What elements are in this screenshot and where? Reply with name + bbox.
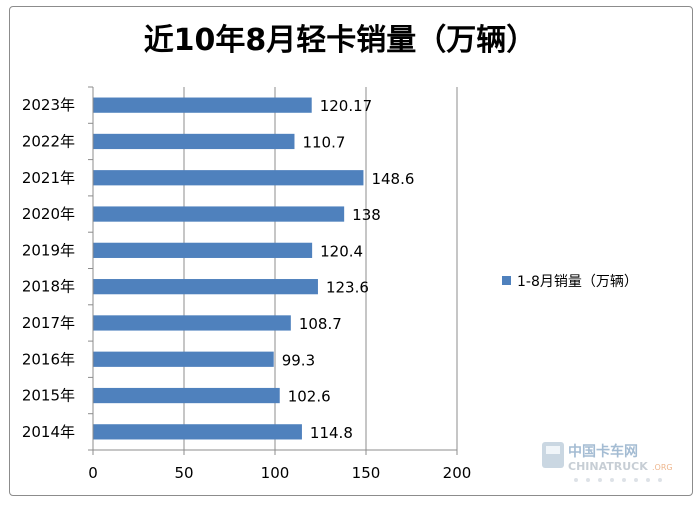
truck-icon [542,442,564,468]
x-tick-label: 50 [174,464,193,482]
data-label: 120.17 [320,97,373,115]
bar [93,206,345,222]
data-label: 99.3 [282,351,315,369]
bar [93,351,274,367]
y-tick-label: 2015年 [22,387,75,405]
data-label: 110.7 [302,133,345,151]
chart-title: 近10年8月轻卡销量（万辆） [144,23,537,58]
bar [93,315,291,331]
y-tick-label: 2020年 [22,205,75,223]
y-tick-label: 2021年 [22,169,75,187]
legend: 1-8月销量（万辆） [502,274,638,290]
data-label: 138 [352,206,381,224]
data-label: 123.6 [326,279,369,297]
x-tick-label: 0 [88,464,98,482]
data-label: 148.6 [371,170,414,188]
y-tick-label: 2019年 [22,241,75,259]
data-label: 114.8 [310,424,353,442]
x-tick-label: 150 [352,464,381,482]
bar [93,242,313,258]
y-tick-label: 2017年 [22,314,75,332]
watermark-dots [574,478,662,482]
legend-label: 1-8月销量（万辆） [517,274,638,290]
data-label: 102.6 [288,388,331,406]
x-tick-label: 100 [261,464,290,482]
y-tick-label: 2022年 [22,132,75,150]
bar [93,133,295,150]
y-tick-label: 2016年 [22,350,75,368]
watermark-latin: CHINATRUCK [568,460,648,473]
bar [93,424,302,440]
bar [93,387,280,404]
bar [93,97,312,113]
bar [93,170,364,186]
bar [93,279,318,295]
y-tick-label: 2018年 [22,278,75,296]
y-tick-label: 2023年 [22,96,75,114]
bars: 120.17 110.7 148.6 138 120.4 123.6 108.7 99.3 10… [93,97,414,442]
x-tick-label: 200 [443,464,472,482]
y-tick-label: 2014年 [22,423,75,441]
legend-swatch [502,276,511,285]
data-label: 108.7 [299,315,342,333]
watermark-logo: 中国卡车网 CHINATRUCK .ORG [542,442,673,482]
data-label: 120.4 [320,242,363,260]
axes: 0 50 100 150 200 2023年 2022年 2021年 2020年 2019年 201… [22,86,472,482]
watermark-brand: 中国卡车网 [568,443,638,460]
watermark-suffix: .ORG [652,463,673,472]
